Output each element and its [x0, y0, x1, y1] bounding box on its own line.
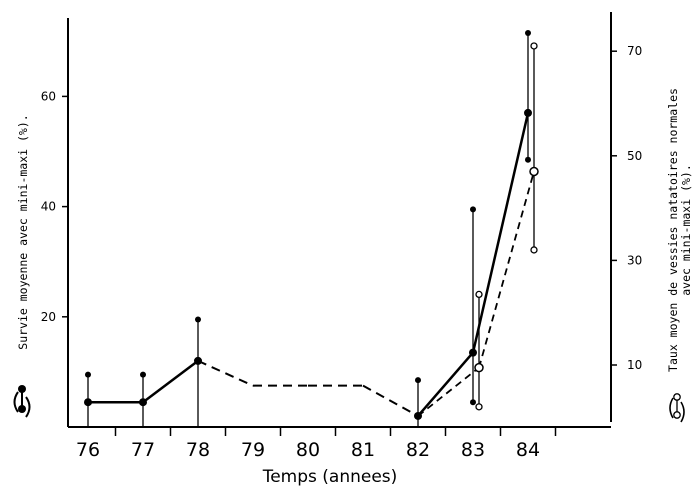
survival-mean-point — [469, 348, 477, 357]
survival-max-point — [525, 30, 531, 37]
bladder-max-point — [530, 42, 538, 50]
survival-mean-point — [194, 356, 202, 365]
survival-line-segment — [197, 359, 254, 387]
x-tick-label: 80 — [296, 439, 320, 461]
y-right-tick-label: 70 — [627, 44, 642, 58]
survival-line-segment — [417, 351, 474, 417]
legend-left-filled-marker — [18, 405, 26, 413]
bladder-line-segment — [478, 171, 535, 368]
error-bars — [85, 30, 538, 427]
bladder-min-point — [475, 403, 483, 411]
survival-max-point — [195, 316, 201, 323]
y-axis-right-label-line1: Taux moyen de vessies natatoires normale… — [666, 88, 680, 372]
legend-right-open-marker — [673, 393, 681, 401]
bladder-min-point — [530, 246, 538, 254]
survival-max-point — [85, 371, 91, 378]
survival-max-point — [140, 371, 146, 378]
survival-line-segment — [142, 359, 199, 404]
survival-mean-point — [524, 108, 532, 117]
survival-mean-point — [414, 411, 422, 420]
bladder-mean-point — [529, 166, 539, 177]
legend-left-paren-open — [13, 391, 19, 413]
survival-max-point — [415, 377, 421, 384]
x-tick-label: 78 — [186, 439, 210, 461]
axis-labels: Temps (annees) Survie moyenne avec mini-… — [16, 88, 693, 487]
legend-left-filled-marker — [18, 385, 26, 393]
y-right-tick-label: 50 — [627, 149, 642, 163]
survival-min-point — [525, 156, 531, 163]
x-tick-label: 84 — [516, 439, 540, 461]
x-tick-label: 77 — [131, 439, 155, 461]
x-tick-label: 76 — [76, 439, 100, 461]
bladder-mean-point — [474, 362, 484, 373]
axes: 20 40 60 10 30 50 70 76 77 78 79 80 81 82 83 84 — [41, 12, 642, 461]
y-right-tick-label: 30 — [627, 253, 642, 267]
bladder-max-point — [475, 290, 483, 299]
survival-line-segment — [471, 112, 530, 353]
x-tick-label: 81 — [351, 439, 375, 461]
x-axis-label: Temps (annees) — [262, 467, 398, 487]
legend-right-open-marker — [673, 411, 681, 419]
y-axis-left-label: Survie moyenne avec mini-maxi (%). — [16, 114, 30, 349]
survival-mean-point — [139, 398, 147, 407]
y-right-tick-label: 10 — [627, 358, 642, 372]
survival-min-point — [470, 399, 476, 406]
x-tick-label: 82 — [406, 439, 430, 461]
legend-right-paren-open — [669, 397, 674, 419]
y-left-tick-label: 20 — [41, 310, 56, 324]
y-left-tick-label: 60 — [41, 89, 56, 103]
survival-line-segment — [362, 384, 419, 417]
y-left-tick-label: 40 — [41, 200, 56, 214]
survival-max-point — [470, 206, 476, 213]
bladder-line-segment — [417, 366, 480, 417]
survival-mean-point — [84, 398, 92, 407]
x-tick-label: 79 — [241, 439, 265, 461]
legend-left-paren-close — [25, 396, 31, 418]
legend-symbols — [13, 385, 685, 423]
legend-right-paren-close — [680, 401, 685, 423]
data-markers — [84, 108, 539, 420]
x-tick-label: 83 — [461, 439, 485, 461]
series-lines — [88, 112, 535, 417]
y-axis-right-label-line2: avec mini-maxi (%). — [679, 164, 693, 296]
